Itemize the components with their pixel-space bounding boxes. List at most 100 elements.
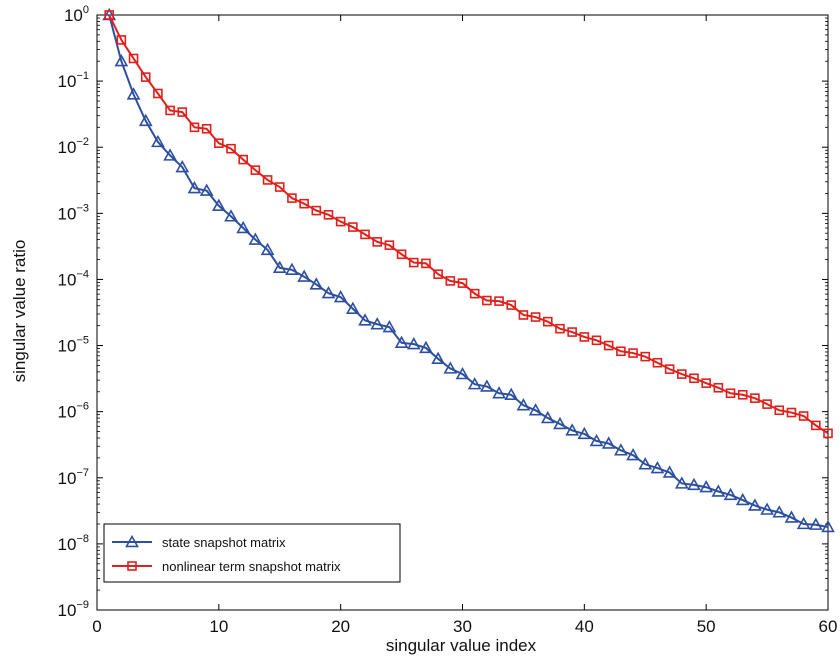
data-point xyxy=(614,443,628,456)
data-point xyxy=(382,319,397,333)
data-point xyxy=(138,113,153,127)
data-point xyxy=(297,269,311,282)
data-point xyxy=(272,260,287,274)
data-point xyxy=(603,340,614,351)
data-point xyxy=(116,35,127,45)
data-point xyxy=(823,428,833,439)
data-point xyxy=(528,403,543,416)
data-point xyxy=(457,278,468,288)
data-point xyxy=(384,240,395,250)
data-point xyxy=(750,393,760,403)
data-point xyxy=(287,193,297,203)
data-point xyxy=(601,436,616,449)
axes-frame xyxy=(96,14,829,611)
legend-box xyxy=(103,523,401,583)
data-point xyxy=(421,258,431,269)
data-point xyxy=(224,209,238,222)
data-point xyxy=(516,398,531,411)
data-point xyxy=(114,54,129,67)
data-point xyxy=(250,165,261,175)
data-point xyxy=(725,388,736,399)
data-point xyxy=(394,335,409,349)
x-tick-label: 30 xyxy=(453,617,472,636)
data-point xyxy=(431,351,445,365)
y-tick-label: 10−3 xyxy=(58,202,89,223)
data-point xyxy=(236,220,251,234)
y-tick-label: 10−2 xyxy=(58,136,89,157)
data-point xyxy=(262,175,273,185)
data-point xyxy=(165,105,175,116)
data-point xyxy=(640,351,651,362)
y-axis-title: singular value ratio xyxy=(10,240,29,383)
data-point xyxy=(674,476,689,489)
x-tick-label: 0 xyxy=(92,617,101,636)
data-point xyxy=(153,88,163,99)
data-point xyxy=(299,198,309,209)
data-point xyxy=(226,143,236,154)
data-point xyxy=(358,313,372,326)
data-point xyxy=(199,183,214,196)
legend-marker xyxy=(127,561,137,571)
x-tick-label: 10 xyxy=(209,617,228,636)
data-point xyxy=(774,405,785,416)
data-point xyxy=(345,301,360,314)
x-tick-label: 20 xyxy=(331,617,350,636)
data-point xyxy=(723,487,738,501)
data-point xyxy=(480,379,494,392)
data-point xyxy=(676,369,687,379)
y-tick-label: 10−5 xyxy=(58,335,89,356)
data-point xyxy=(796,516,811,530)
data-point xyxy=(201,123,212,134)
data-point xyxy=(419,340,433,354)
data-point xyxy=(482,295,492,306)
data-point xyxy=(285,262,299,275)
data-point xyxy=(506,300,517,310)
x-axis-ticks: 0 10 20 30 40 50 60 xyxy=(92,15,837,636)
data-point xyxy=(821,519,835,533)
data-point xyxy=(151,134,165,148)
data-point xyxy=(811,420,821,431)
data-point xyxy=(589,433,604,447)
y-tick-label: 10−1 xyxy=(58,70,89,91)
data-point xyxy=(687,477,701,491)
data-point xyxy=(542,316,553,327)
data-point xyxy=(360,229,370,240)
data-point xyxy=(664,364,675,374)
data-point xyxy=(650,460,665,474)
plot-frame xyxy=(96,14,829,611)
data-point xyxy=(628,348,638,358)
data-point xyxy=(408,257,419,268)
data-point xyxy=(274,182,285,192)
data-point xyxy=(348,222,358,232)
legend-marker xyxy=(125,534,139,548)
data-point xyxy=(372,237,383,247)
data-point xyxy=(211,198,226,212)
data-point xyxy=(748,498,762,511)
series-line xyxy=(108,14,829,435)
data-point xyxy=(567,327,577,337)
data-point xyxy=(565,423,580,436)
data-point xyxy=(333,289,348,303)
data-point xyxy=(638,457,653,470)
data-point xyxy=(467,377,482,390)
data-point xyxy=(737,389,748,400)
data-point xyxy=(577,426,592,440)
data-point xyxy=(311,205,322,216)
data-point xyxy=(772,505,787,518)
y-tick-label: 10−9 xyxy=(58,599,89,620)
data-point xyxy=(396,249,407,260)
data-point xyxy=(175,159,190,173)
data-point xyxy=(309,277,324,290)
data-point xyxy=(713,382,724,393)
data-point xyxy=(530,312,541,322)
data-point xyxy=(808,517,823,530)
y-tick-label: 10−8 xyxy=(58,533,89,554)
data-point xyxy=(553,416,567,430)
data-point xyxy=(406,337,421,350)
data-point xyxy=(443,361,458,374)
data-point xyxy=(469,288,480,299)
data-point xyxy=(579,332,590,342)
y-tick-label: 100 xyxy=(64,4,89,25)
data-point xyxy=(626,447,640,461)
